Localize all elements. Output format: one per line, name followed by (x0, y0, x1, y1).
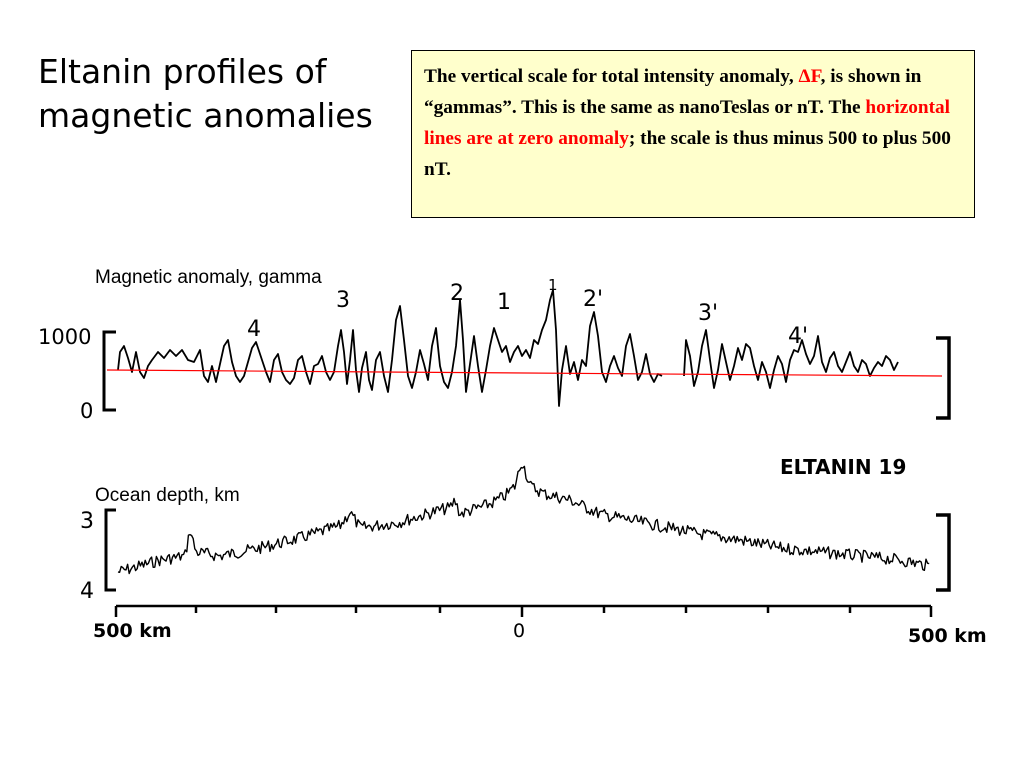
note-text-3: ; the scale is thus minus 500 to plus 50… (424, 128, 951, 180)
slide-title-line-1: Eltanin profiles of (38, 52, 327, 91)
anomaly-label-3: 3 (336, 288, 350, 313)
mag-y-tick-0: 0 (80, 399, 93, 423)
x-tick-500km-right: 500 km (908, 625, 987, 647)
note-delta-f-symbol: ΔF (798, 66, 821, 87)
scale-note-box: The vertical scale for total intensity a… (411, 50, 975, 218)
x-tick-500km-left: 500 km (93, 620, 172, 642)
anomaly-label-2-prime: 2' (583, 287, 603, 312)
ocean-depth-axis-label: Ocean depth, km (95, 485, 240, 506)
anomaly-label-4-prime: 4' (788, 324, 808, 349)
anomaly-label-2: 2 (450, 281, 464, 306)
anomaly-label-4: 4 (247, 317, 261, 342)
magnetic-anomaly-curve (117, 289, 663, 407)
note-text-1: The vertical scale for total intensity a… (424, 66, 799, 87)
magnetic-anomaly-curve-segment (683, 329, 899, 389)
anomaly-label-1: 1 (497, 290, 511, 315)
anomaly-label-3-prime: 3' (698, 301, 718, 326)
distance-axis-ticks (114, 606, 933, 617)
ocean-depth-curve (117, 465, 930, 575)
x-tick-zero: 0 (513, 620, 525, 642)
depth-left-scale-bracket (104, 508, 116, 592)
mag-right-scale-bracket (936, 336, 951, 420)
eltanin-19-profile-label: ELTANIN 19 (780, 455, 906, 479)
anomaly-label-1-top: 1 (548, 276, 558, 294)
depth-y-tick-4: 4 (80, 579, 94, 604)
zero-anomaly-line (106, 369, 943, 377)
slide-title: Eltanin profiles of magnetic anomalies (38, 50, 408, 138)
mag-left-scale-bracket (102, 330, 116, 412)
depth-y-tick-3: 3 (80, 509, 94, 534)
slide-title-line-2: magnetic anomalies (38, 96, 373, 135)
note-text-2: , is shown in “gammas”. This is the same… (424, 66, 922, 118)
depth-right-scale-bracket (936, 513, 951, 592)
magnetic-anomaly-axis-label: Magnetic anomaly, gamma (95, 267, 322, 288)
mag-y-tick-1000: 1000 (38, 325, 91, 349)
note-highlight: horizontal lines are at zero anomaly (424, 97, 951, 149)
